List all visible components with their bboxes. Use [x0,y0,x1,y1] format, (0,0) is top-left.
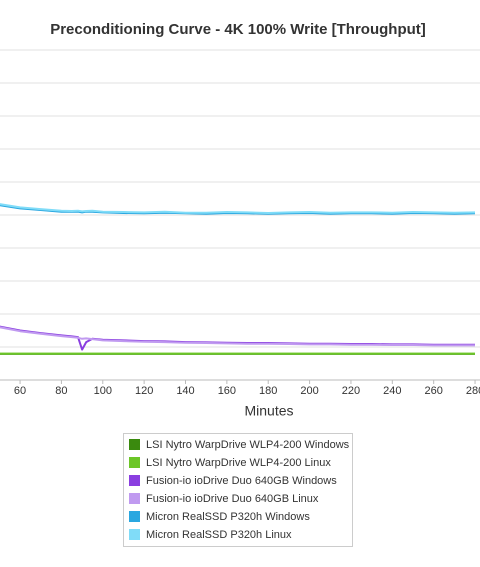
legend-label: LSI Nytro WarpDrive WLP4-200 Linux [146,457,331,469]
x-tick-label: 240 [383,385,401,397]
legend-box [123,433,353,547]
legend-label: Micron RealSSD P320h Linux [146,529,292,541]
x-tick-label: 140 [176,385,194,397]
series-line [0,203,476,214]
x-tick-label: 100 [94,385,112,397]
legend-swatch [129,511,140,522]
x-tick-label: 260 [424,385,442,397]
x-tick-label: 80 [55,385,67,397]
x-tick-label: 220 [342,385,360,397]
legend-swatch [129,475,140,486]
x-tick-label: 160 [218,385,236,397]
x-tick-label: 120 [135,385,153,397]
legend-label: Fusion-io ioDrive Duo 640GB Linux [146,493,319,505]
legend-label: LSI Nytro WarpDrive WLP4-200 Windows [146,439,350,451]
x-tick-label: 60 [14,385,26,397]
legend-swatch [129,529,140,540]
legend-swatch [129,439,140,450]
legend-label: Fusion-io ioDrive Duo 640GB Windows [146,475,337,487]
x-tick-label: 200 [300,385,318,397]
legend-swatch [129,457,140,468]
x-tick-label: 280 [466,385,480,397]
x-axis-label: Minutes [244,403,293,419]
chart-title: Preconditioning Curve - 4K 100% Write [T… [50,21,426,38]
series-line [0,326,475,347]
x-tick-label: 180 [259,385,277,397]
legend-swatch [129,493,140,504]
legend-label: Micron RealSSD P320h Windows [146,511,310,523]
